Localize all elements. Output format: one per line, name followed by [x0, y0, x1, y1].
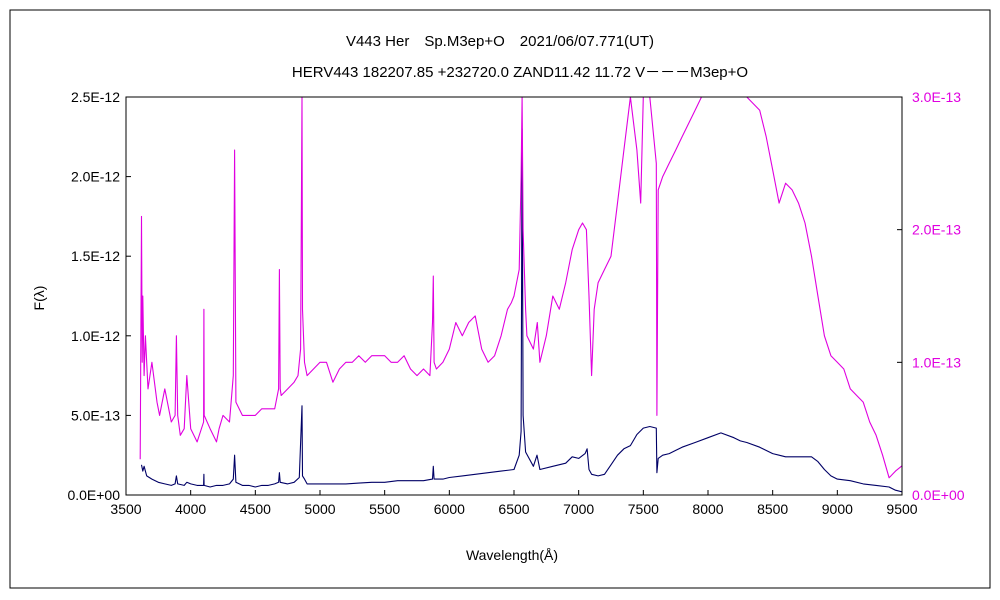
spectrum-line-right-axis: [139, 97, 902, 479]
y-axis-label: F(λ): [31, 286, 47, 311]
x-tick-label: 3500: [110, 501, 141, 517]
y-left-tick-label: 1.5E-12: [71, 248, 120, 264]
y-right-tick-label: 1.0E-13: [912, 354, 961, 370]
x-axis-label: Wavelength(Å): [466, 547, 558, 563]
y-right-tick-label: 0.0E+00: [912, 487, 965, 503]
y-right-tick-label: 3.0E-13: [912, 89, 961, 105]
y-left-tick-label: 1.0E-12: [71, 328, 120, 344]
x-tick-label: 4500: [240, 501, 271, 517]
series-layer: [139, 97, 902, 493]
spectrum-line-left-axis: [140, 128, 902, 493]
chart-title-line1: V443 Her Sp.M3ep+O 2021/06/07.771(UT): [346, 33, 654, 50]
y-left-tick-label: 2.0E-12: [71, 169, 120, 185]
y-left-tick-label: 2.5E-12: [71, 89, 120, 105]
y-left-tick-label: 5.0E-13: [71, 407, 120, 423]
x-tick-label: 9500: [886, 501, 917, 517]
ticks-layer: 3500 4000 4500 5000 5500 6000 6500 7000 7500 8000…: [67, 89, 964, 517]
x-tick-label: 5500: [369, 501, 400, 517]
x-tick-label: 5000: [304, 501, 335, 517]
outer-frame: [9, 9, 991, 589]
x-tick-label: 7500: [628, 501, 659, 517]
chart-title-line2: HERV443 182207.85 +232720.0 ZAND11.42 11…: [292, 64, 748, 81]
y-left-tick-label: 0.0E+00: [67, 487, 120, 503]
x-tick-label: 8500: [757, 501, 788, 517]
x-tick-label: 7000: [563, 501, 594, 517]
x-tick-label: 4000: [175, 501, 206, 517]
x-tick-label: 6500: [498, 501, 529, 517]
y-right-tick-label: 2.0E-13: [912, 222, 961, 238]
x-tick-label: 9000: [822, 501, 853, 517]
x-tick-label: 8000: [692, 501, 723, 517]
x-tick-label: 6000: [434, 501, 465, 517]
